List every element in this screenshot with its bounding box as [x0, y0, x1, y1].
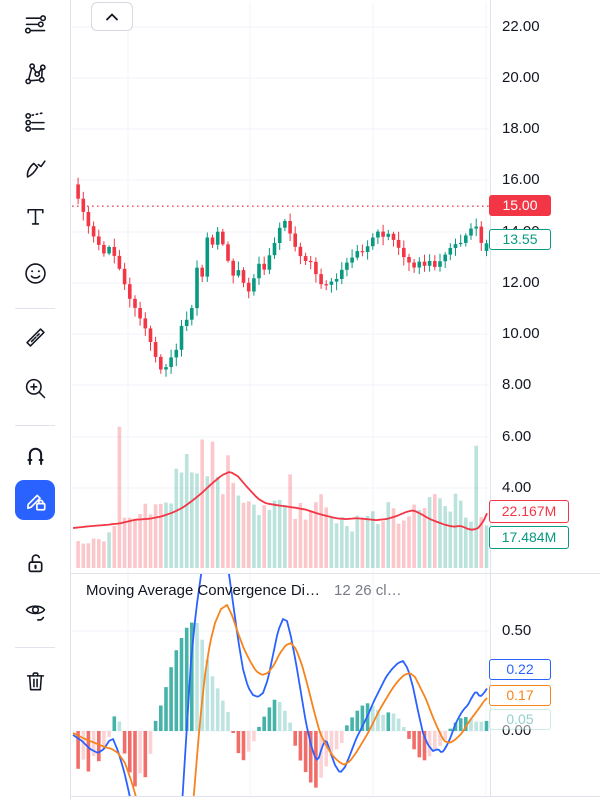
- brushes-icon[interactable]: [17, 152, 53, 184]
- zoom-in-icon[interactable]: [17, 372, 53, 404]
- macd-axis-tick: 0.50: [502, 622, 532, 639]
- indicator-params: 12 26 cl…: [334, 582, 402, 599]
- price-tick: 16.00: [502, 171, 540, 188]
- volume-ma-value-label: 22.167M: [489, 500, 569, 523]
- macd-value-label: 0.22: [489, 659, 551, 680]
- toolbar-divider: [15, 425, 55, 426]
- measure-icon[interactable]: [17, 321, 53, 353]
- hist-value-label: 0.05: [489, 709, 551, 730]
- price-tick: 6.00: [502, 428, 532, 445]
- price-tick: 18.00: [502, 120, 540, 137]
- magnet-mode-icon[interactable]: [17, 439, 53, 471]
- text-tool-icon[interactable]: [17, 200, 53, 232]
- chevron-up-icon: [104, 10, 120, 24]
- signal-value-label: 0.17: [489, 685, 551, 706]
- toolbar-divider: [15, 308, 55, 309]
- hide-drawings-icon[interactable]: [17, 595, 53, 627]
- drawing-lock-icon[interactable]: [15, 480, 55, 520]
- alert-price-label: 15.00: [489, 195, 551, 216]
- volume-value-label: 17.484M: [489, 526, 569, 549]
- remove-objects-icon[interactable]: [17, 665, 53, 697]
- price-tick: 10.00: [502, 325, 540, 342]
- collapse-toolbar-button[interactable]: [91, 2, 133, 31]
- indicator-title: Moving Average Convergence Di…: [86, 582, 321, 599]
- last-price-label: 13.55: [489, 229, 551, 250]
- toolbar-divider: [15, 647, 55, 648]
- unlock-icon[interactable]: [17, 547, 53, 579]
- emoji-icon[interactable]: [17, 257, 53, 289]
- price-tick: 4.00: [502, 479, 532, 496]
- drawing-toolbar: [0, 0, 71, 800]
- indicator-legend[interactable]: Moving Average Convergence Di… 12 26 cl…: [86, 582, 402, 599]
- price-tick: 20.00: [502, 69, 540, 86]
- price-tick: 22.00: [502, 18, 540, 35]
- gann-and-fibonacci-tools-icon[interactable]: [17, 57, 53, 89]
- patterns-icon[interactable]: [17, 105, 53, 137]
- price-tick: 12.00: [502, 274, 540, 291]
- price-tick: 8.00: [502, 376, 532, 393]
- trend-line-tools-icon[interactable]: [17, 9, 53, 41]
